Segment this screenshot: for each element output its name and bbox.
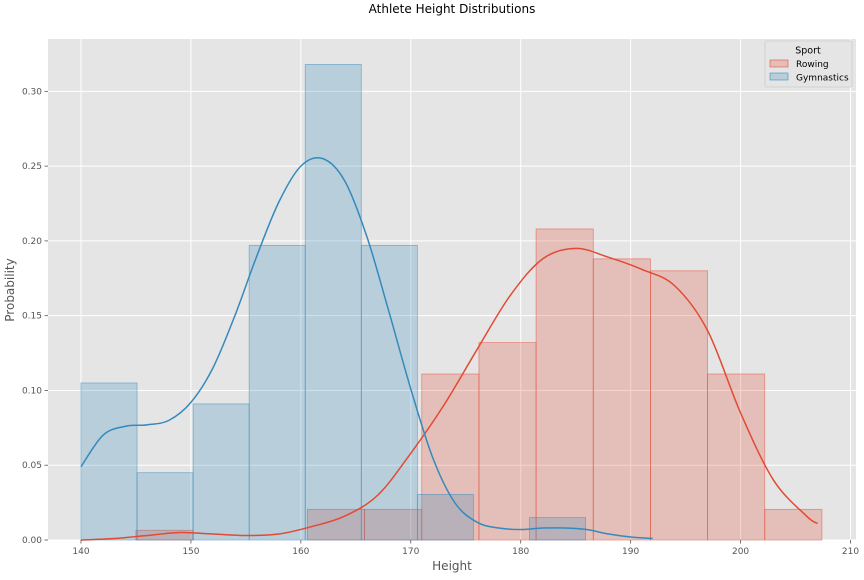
x-tick-label: 160 [292,547,309,557]
histogram-bar-rowing [421,373,480,541]
kde-line-gymnastics [80,156,653,540]
legend: Sport Rowing Gymnastics [764,40,853,88]
y-tick-label: 0.15 [22,312,42,322]
histogram-bar-rowing [764,508,823,541]
y-tick-label: 0.05 [22,461,42,471]
x-tick-label: 170 [402,547,419,557]
histogram-bar-gymnastics [416,493,474,541]
x-tick-label: 190 [622,547,639,557]
y-tick-label: 0.25 [22,162,42,172]
y-tick-label: 0.10 [22,386,42,396]
y-tick-label: 0.30 [22,87,42,97]
chart-title: Athlete Height Distributions [369,2,536,16]
histogram-bar-rowing [707,373,766,541]
legend-swatch-rowing [769,59,789,68]
legend-swatch-gymnastics [769,72,789,81]
plot-area [48,39,856,540]
histogram-bar-rowing [650,270,708,541]
x-axis-title: Height [432,559,472,573]
legend-label-gymnastics: Gymnastics [796,74,849,84]
legend-label-rowing: Rowing [796,60,829,70]
y-tick-label: 0.00 [22,536,42,546]
legend-title: Sport [795,46,821,57]
histogram-bar-rowing [535,228,594,541]
histogram-bar-gymnastics [304,64,362,541]
histogram-bar-rowing [364,508,423,541]
x-tick-label: 200 [732,547,749,557]
histogram-bar-gymnastics [136,472,194,541]
histogram-bars [80,64,823,541]
legend-box [764,40,853,88]
y-axis-ticks: 0.00 0.05 0.10 0.15 0.20 0.25 0.30 [22,87,48,546]
y-axis-title: Probability [3,258,17,321]
x-axis-ticks: 140 150 160 170 180 190 200 210 [72,540,859,557]
x-tick-label: 180 [512,547,529,557]
kde-curves [80,156,818,541]
histogram-bar-gymnastics [248,244,306,541]
histogram-bar-gymnastics [360,244,418,541]
x-tick-label: 210 [842,547,859,557]
histogram-bar-gymnastics [80,382,138,541]
x-tick-label: 140 [72,547,89,557]
x-tick-label: 150 [182,547,199,557]
kde-line-rowing [80,247,818,541]
histogram-bar-gymnastics [192,403,250,541]
histogram-bar-rowing [478,342,537,541]
histogram-bar-rowing [592,258,651,541]
y-tick-label: 0.20 [22,237,42,247]
